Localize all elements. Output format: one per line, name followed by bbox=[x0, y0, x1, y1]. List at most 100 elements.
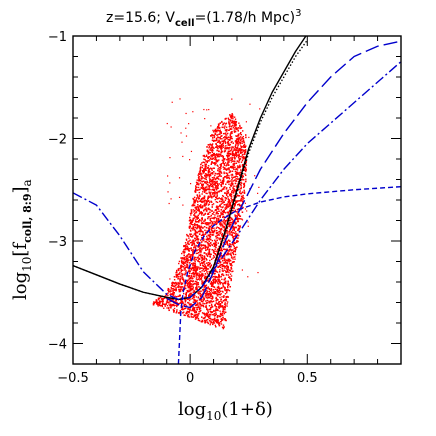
scatter-point bbox=[216, 315, 219, 318]
scatter-point bbox=[194, 215, 196, 217]
scatter-point bbox=[219, 136, 221, 139]
scatter-point bbox=[223, 126, 225, 128]
scatter-point bbox=[225, 299, 228, 301]
scatter-point bbox=[195, 231, 197, 234]
scatter-point bbox=[220, 206, 222, 208]
scatter-point bbox=[195, 185, 197, 187]
scatter-point bbox=[196, 183, 198, 185]
scatter-point bbox=[194, 237, 196, 239]
scatter-point bbox=[195, 278, 198, 280]
scatter-point bbox=[209, 308, 212, 310]
scatter-point bbox=[182, 263, 185, 266]
scatter-point bbox=[212, 230, 214, 232]
scatter-point bbox=[226, 206, 228, 208]
scatter-point bbox=[223, 259, 226, 261]
scatter-point bbox=[181, 282, 183, 284]
scatter-point bbox=[244, 169, 246, 171]
scatter-point bbox=[214, 131, 217, 133]
scatter-point bbox=[227, 142, 229, 145]
scatter-point bbox=[224, 125, 226, 127]
scatter-point bbox=[190, 233, 192, 235]
scatter-point bbox=[227, 138, 229, 141]
scatter-point bbox=[229, 159, 231, 161]
scatter-point bbox=[203, 239, 205, 241]
scatter-point bbox=[216, 127, 218, 129]
scatter-point bbox=[198, 258, 201, 260]
scatter-point bbox=[216, 137, 218, 139]
scatter-point bbox=[227, 162, 229, 164]
scatter-point bbox=[229, 229, 231, 232]
scatter-point bbox=[199, 247, 202, 249]
scatter-point bbox=[241, 138, 243, 140]
scatter-point bbox=[208, 290, 211, 293]
scatter-point bbox=[225, 230, 227, 233]
scatter-point bbox=[183, 311, 185, 313]
scatter-point bbox=[194, 230, 197, 233]
scatter-point bbox=[172, 294, 174, 297]
scatter-point bbox=[194, 272, 196, 274]
scatter-point bbox=[196, 273, 199, 275]
scatter-point bbox=[228, 144, 230, 146]
scatter-point bbox=[199, 249, 201, 251]
scatter-point bbox=[224, 311, 227, 313]
scatter-point bbox=[198, 266, 200, 268]
scatter-point bbox=[231, 115, 233, 118]
scatter-point bbox=[212, 249, 215, 252]
scatter-point bbox=[226, 154, 228, 157]
scatter-point bbox=[195, 188, 197, 190]
scatter-point bbox=[189, 276, 191, 279]
scatter-point bbox=[178, 303, 180, 305]
scatter-point bbox=[203, 319, 206, 322]
scatter-point bbox=[206, 293, 208, 295]
scatter-point bbox=[224, 302, 226, 304]
scatter-point bbox=[197, 260, 199, 262]
scatter-point bbox=[210, 214, 212, 217]
scatter-point bbox=[200, 239, 202, 241]
scatter-point bbox=[228, 250, 230, 252]
scatter-point bbox=[219, 290, 222, 293]
scatter-point bbox=[230, 174, 232, 176]
scatter-point bbox=[233, 179, 235, 182]
scatter-point bbox=[219, 232, 221, 235]
scatter-point bbox=[212, 280, 215, 282]
scatter-point bbox=[202, 296, 204, 298]
scatter-point bbox=[190, 254, 192, 256]
scatter-point bbox=[243, 146, 245, 148]
scatter-point bbox=[218, 215, 220, 217]
scatter-point bbox=[235, 128, 237, 130]
scatter-point bbox=[214, 248, 216, 250]
scatter-point bbox=[221, 180, 224, 182]
scatter-point bbox=[237, 154, 240, 157]
scatter-point bbox=[240, 145, 242, 147]
scatter-point bbox=[202, 200, 204, 202]
scatter-point bbox=[222, 299, 225, 302]
scatter-point bbox=[185, 239, 188, 241]
scatter-point bbox=[230, 254, 232, 256]
scatter-point bbox=[234, 170, 237, 173]
scatter-point bbox=[200, 276, 203, 279]
scatter-point bbox=[218, 210, 220, 212]
scatter-point bbox=[173, 304, 176, 307]
scatter-point bbox=[206, 313, 209, 315]
scatter-point bbox=[194, 266, 197, 269]
scatter-point bbox=[230, 231, 232, 234]
scatter-point bbox=[216, 222, 219, 224]
scatter-point bbox=[201, 162, 203, 164]
scatter-point bbox=[205, 277, 207, 280]
scatter-point bbox=[230, 149, 232, 152]
scatter-point bbox=[215, 276, 218, 278]
scatter-point bbox=[197, 230, 200, 233]
scatter-point bbox=[218, 293, 220, 295]
scatter-point bbox=[211, 209, 213, 212]
scatter-point bbox=[223, 278, 225, 281]
scatter-point bbox=[225, 136, 227, 138]
scatter-point bbox=[181, 286, 184, 288]
scatter-point bbox=[218, 278, 220, 280]
scatter-point bbox=[197, 189, 199, 191]
scatter-point bbox=[203, 169, 205, 171]
scatter-point bbox=[232, 152, 234, 155]
scatter-point bbox=[184, 266, 186, 269]
scatter-point bbox=[190, 210, 193, 213]
scatter-point bbox=[196, 221, 199, 223]
scatter-point bbox=[186, 257, 188, 260]
